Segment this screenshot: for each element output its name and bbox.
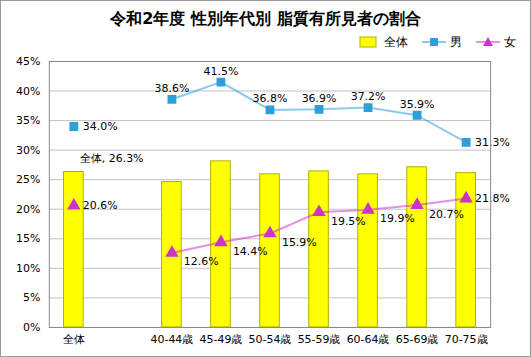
html-text:男: 男: [450, 34, 462, 49]
svg-text:20.7%: 20.7%: [429, 208, 464, 221]
svg-text:30%: 30%: [16, 144, 40, 157]
svg-text:全体: 全体: [63, 333, 85, 346]
svg-text:36.9%: 36.9%: [302, 92, 337, 105]
svg-text:19.9%: 19.9%: [380, 212, 415, 225]
svg-text:21.8%: 21.8%: [475, 192, 510, 205]
svg-text:12.6%: 12.6%: [184, 255, 219, 268]
html-text:令和2年度 性別年代別 脂質有所見者の割合: 令和2年度 性別年代別 脂質有所見者の割合: [110, 9, 421, 28]
svg-text:70-75歳: 70-75歳: [445, 333, 488, 346]
svg-text:40-44歳: 40-44歳: [151, 333, 194, 346]
svg-text:40%: 40%: [16, 85, 40, 98]
svg-text:全体, 26.3%: 全体, 26.3%: [80, 152, 144, 165]
svg-text:34.0%: 34.0%: [83, 120, 118, 133]
svg-text:37.2%: 37.2%: [351, 90, 386, 103]
svg-text:41.5%: 41.5%: [204, 65, 239, 78]
svg-text:15%: 15%: [16, 232, 40, 245]
svg-text:35%: 35%: [16, 114, 40, 127]
svg-text:35.9%: 35.9%: [400, 98, 435, 111]
svg-text:50-54歳: 50-54歳: [249, 333, 292, 346]
svg-text:36.8%: 36.8%: [253, 92, 288, 105]
svg-text:19.5%: 19.5%: [331, 215, 366, 228]
svg-text:25%: 25%: [16, 173, 40, 186]
svg-text:55-59歳: 55-59歳: [298, 333, 341, 346]
svg-text:60-64歳: 60-64歳: [347, 333, 390, 346]
svg-text:10%: 10%: [16, 262, 40, 275]
svg-text:15.9%: 15.9%: [282, 236, 317, 249]
svg-text:20%: 20%: [16, 203, 40, 216]
svg-text:65-69歳: 65-69歳: [396, 333, 439, 346]
svg-text:14.4%: 14.4%: [233, 245, 268, 258]
svg-text:20.6%: 20.6%: [83, 199, 118, 212]
svg-text:0%: 0%: [23, 321, 40, 334]
svg-text:45-49歳: 45-49歳: [200, 333, 243, 346]
svg-text:45%: 45%: [16, 55, 40, 68]
svg-text:38.6%: 38.6%: [155, 82, 190, 95]
svg-text:5%: 5%: [23, 291, 40, 304]
html-text:女: 女: [504, 34, 516, 49]
svg-text:31.3%: 31.3%: [475, 136, 510, 149]
html-text:全体: 全体: [384, 34, 408, 49]
